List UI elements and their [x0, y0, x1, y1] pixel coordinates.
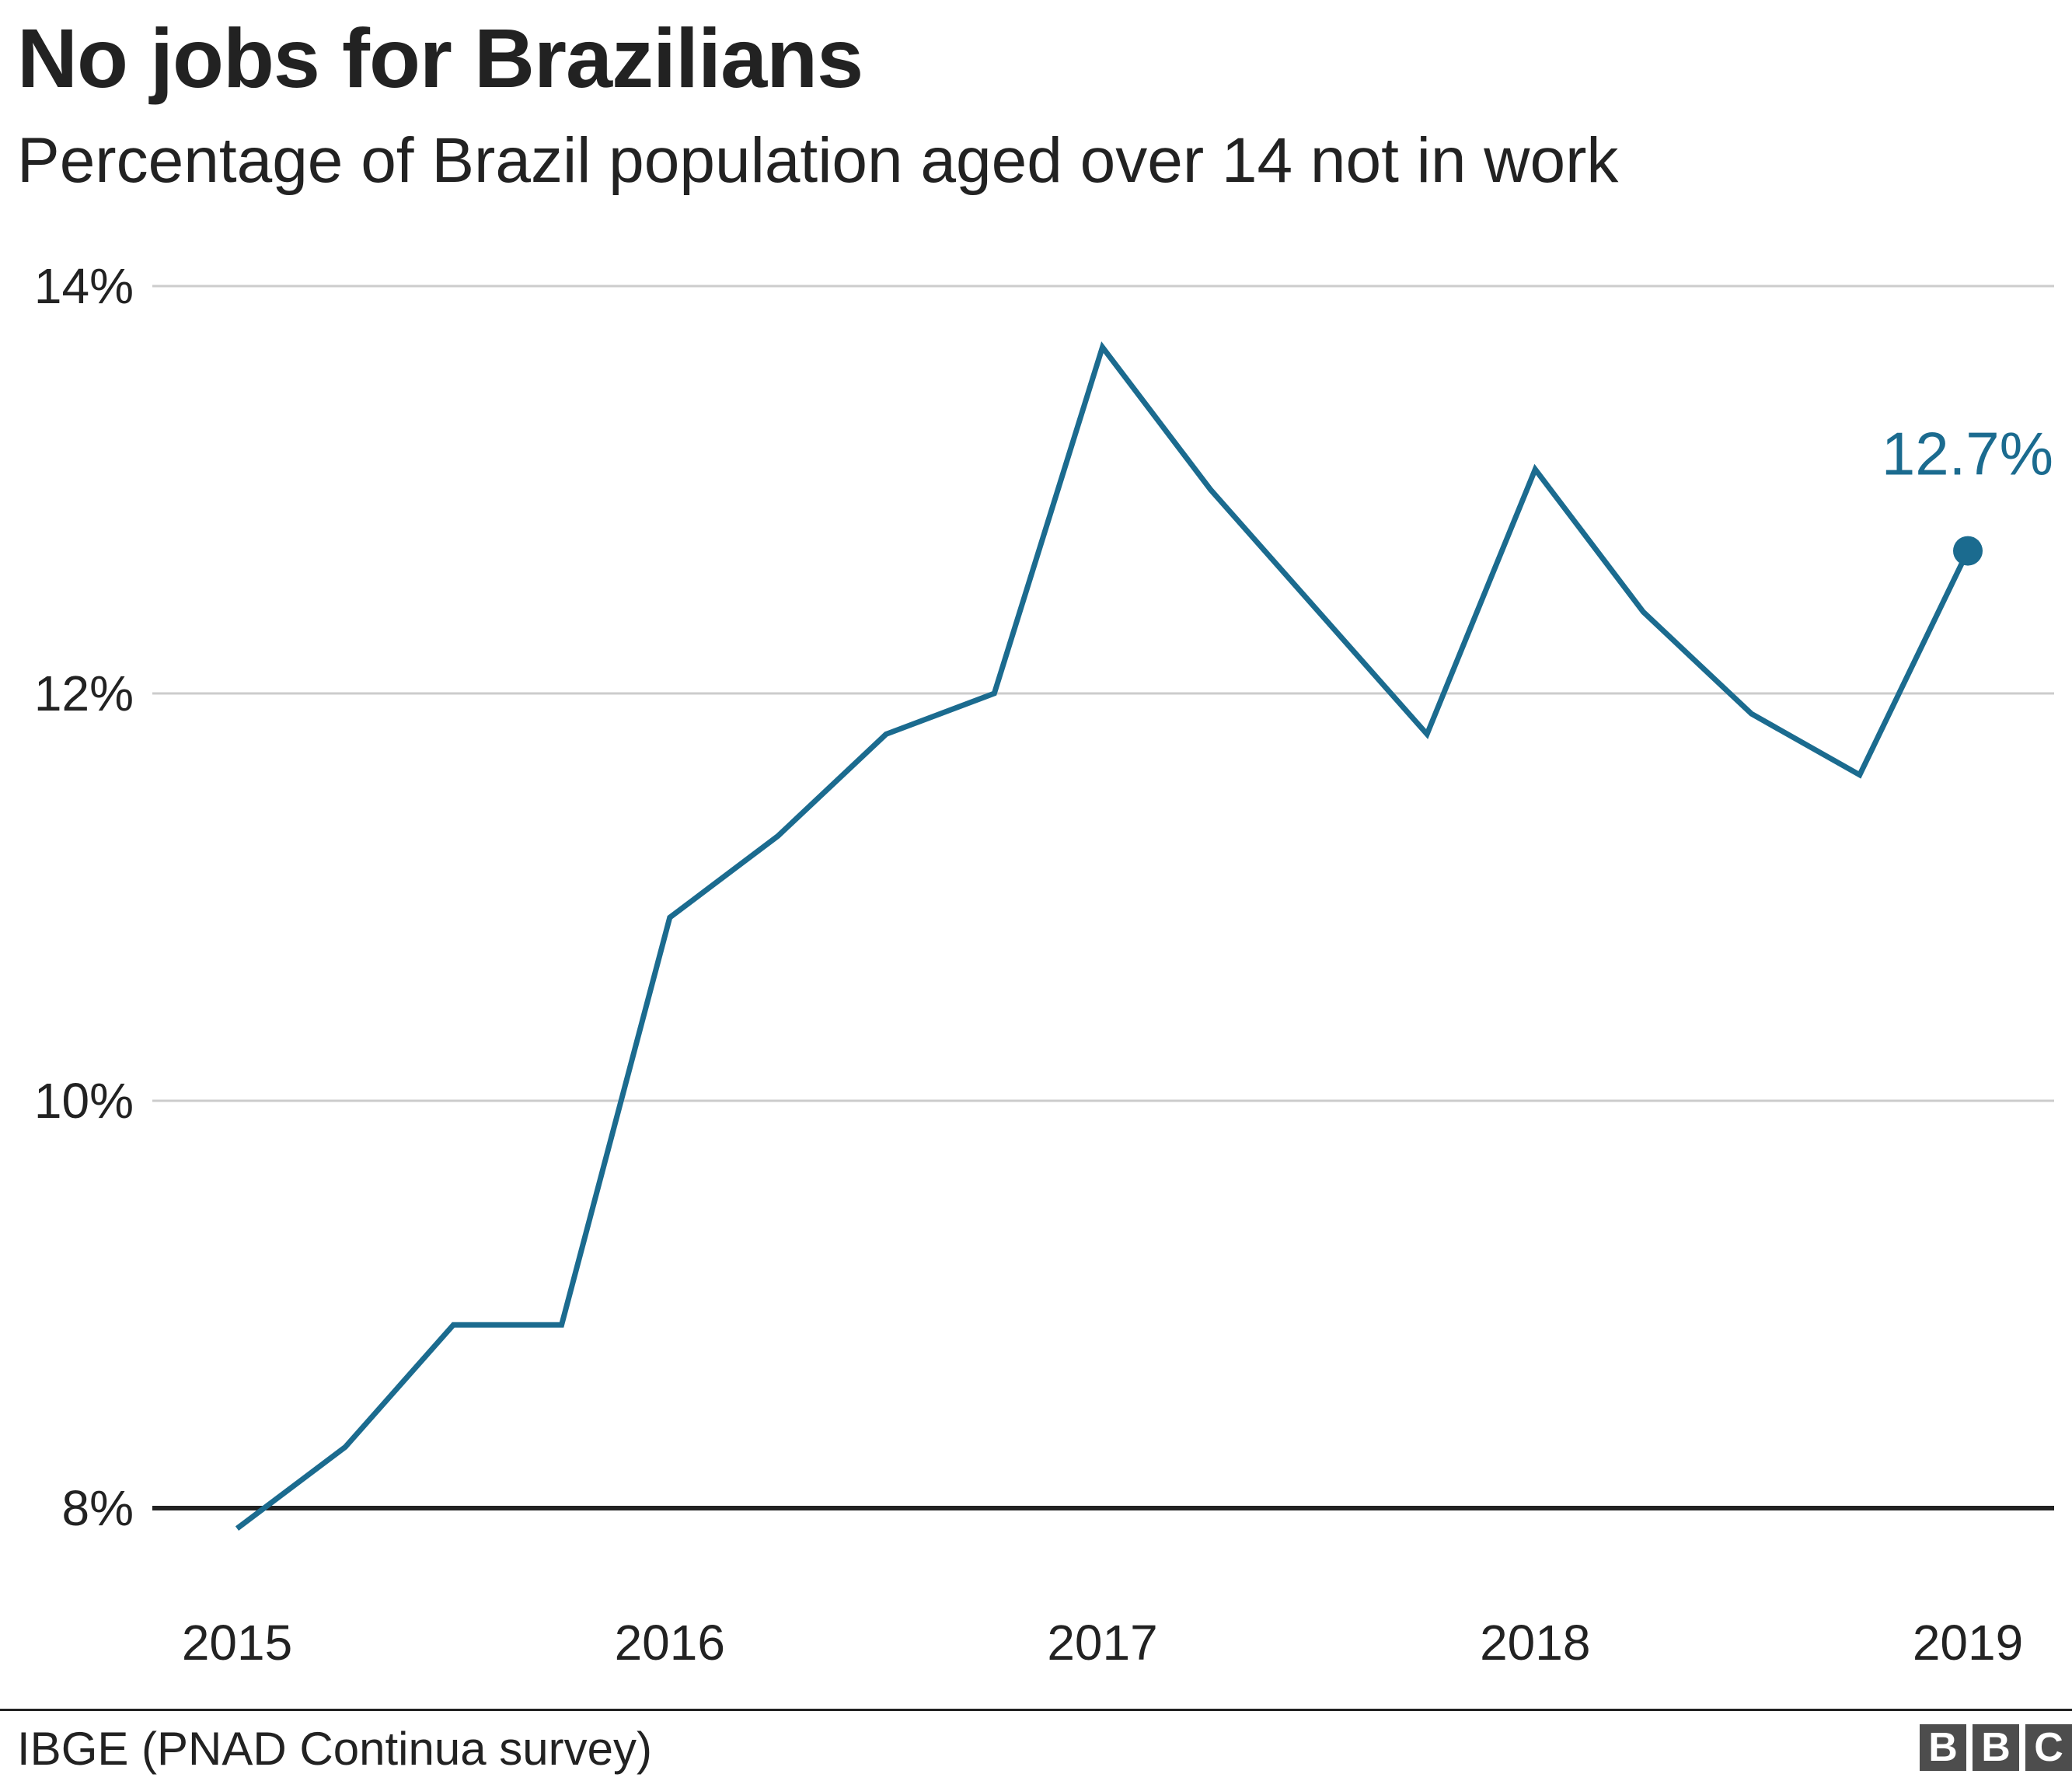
y-axis-ticks: 8% 10% 12% 14%: [34, 258, 134, 1536]
x-tick-label: 2016: [615, 1615, 725, 1671]
annotations: 12.7%: [1882, 420, 2053, 566]
line-chart: 8% 10% 12% 14% 2015 2016 2017 2018 2019 12.7%: [34, 258, 2054, 1671]
x-axis-ticks: 2015 2016 2017 2018 2019: [182, 1615, 2023, 1671]
chart-subtitle: Percentage of Brazil population aged ove…: [17, 125, 1619, 196]
series-group: [235, 341, 1971, 1531]
source-note: IBGE (PNAD Continua survey): [17, 1723, 652, 1775]
chart-title: No jobs for Brazilians: [17, 11, 863, 105]
y-tick-label: 14%: [34, 258, 134, 314]
x-tick-label: 2019: [1913, 1615, 2023, 1671]
x-tick-label: 2015: [182, 1615, 292, 1671]
x-tick-label: 2018: [1480, 1615, 1590, 1671]
bbc-logo: B B C: [1920, 1724, 2072, 1771]
logo-letter: B: [1973, 1724, 2019, 1771]
y-tick-label: 10%: [34, 1073, 134, 1129]
logo-letter: C: [2025, 1724, 2072, 1771]
y-tick-label: 8%: [62, 1480, 134, 1536]
last-value-label: 12.7%: [1882, 420, 2053, 488]
y-tick-label: 12%: [34, 665, 134, 721]
logo-letter: B: [1920, 1724, 1966, 1771]
series-line: [235, 341, 1971, 1531]
gridlines: [152, 285, 2054, 1510]
footer-divider: [0, 1709, 2072, 1711]
last-value-point: [1953, 536, 1983, 566]
x-tick-label: 2017: [1047, 1615, 1157, 1671]
